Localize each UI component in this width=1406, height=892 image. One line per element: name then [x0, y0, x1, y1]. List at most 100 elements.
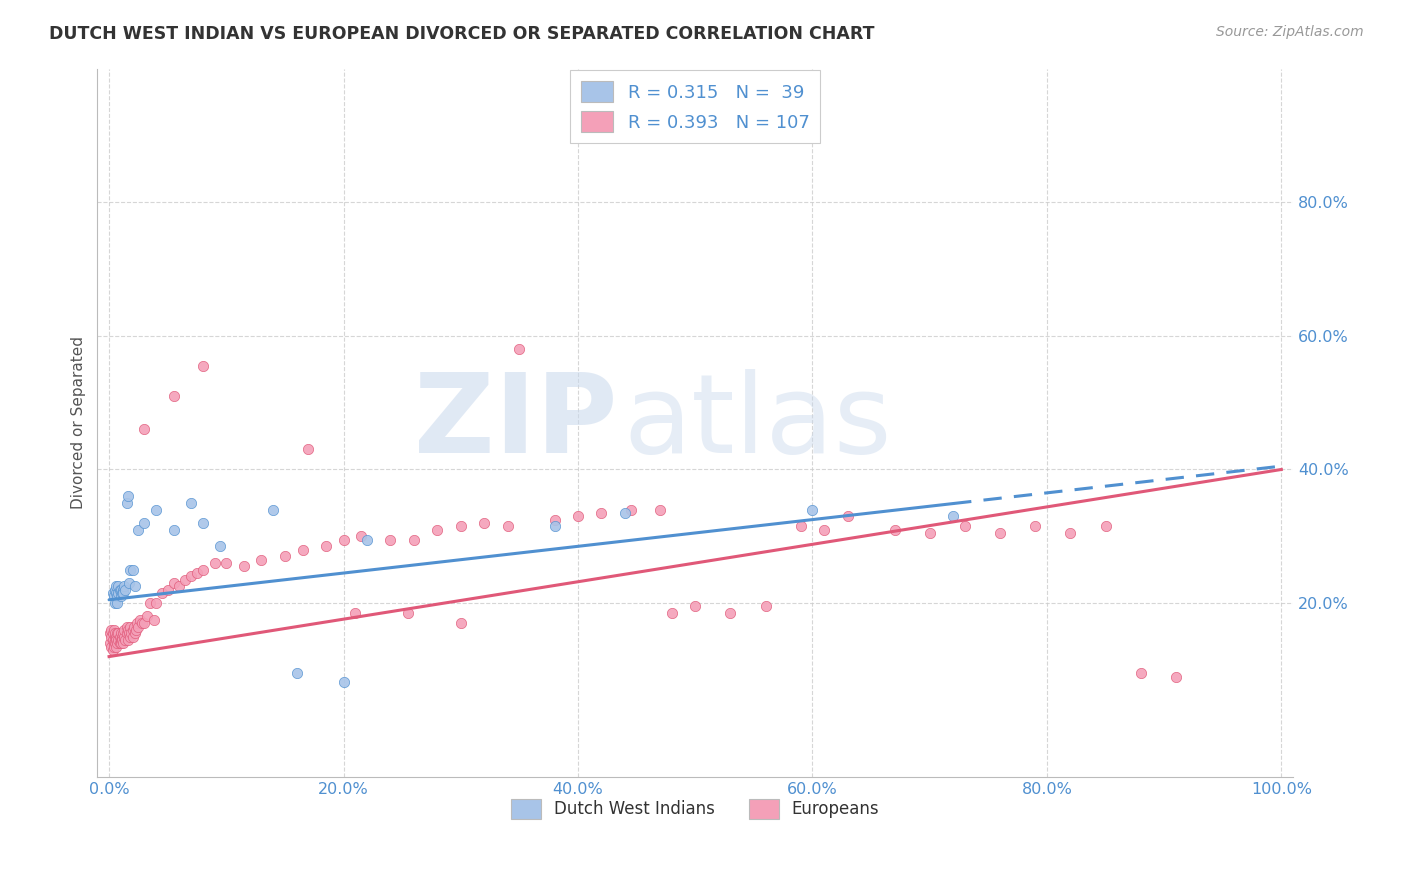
Point: [118, 576, 141, 591]
Point: [1129, 666, 1152, 681]
Point: [232, 559, 254, 574]
Point: [111, 632, 134, 647]
Point: [110, 626, 132, 640]
Point: [450, 519, 472, 533]
Point: [180, 496, 202, 510]
Point: [101, 632, 124, 647]
Point: [813, 523, 835, 537]
Point: [104, 636, 127, 650]
Point: [134, 422, 156, 436]
Point: [103, 623, 125, 637]
Point: [128, 613, 150, 627]
Point: [117, 632, 139, 647]
Point: [204, 556, 226, 570]
Point: [332, 533, 354, 547]
Point: [124, 626, 146, 640]
Point: [543, 519, 565, 533]
Point: [508, 342, 530, 356]
Point: [104, 630, 127, 644]
Point: [105, 632, 128, 647]
Point: [105, 626, 128, 640]
Point: [145, 596, 167, 610]
Point: [112, 636, 135, 650]
Point: [591, 506, 613, 520]
Point: [111, 630, 134, 644]
Point: [426, 523, 449, 537]
Point: [174, 573, 197, 587]
Point: [332, 675, 354, 690]
Y-axis label: Divorced or Separated: Divorced or Separated: [72, 336, 86, 509]
Point: [120, 619, 142, 633]
Point: [156, 582, 179, 597]
Point: [105, 596, 128, 610]
Point: [105, 640, 128, 654]
Point: [114, 582, 136, 597]
Point: [162, 523, 184, 537]
Point: [103, 636, 125, 650]
Point: [121, 563, 143, 577]
Point: [108, 630, 131, 644]
Point: [169, 579, 191, 593]
Point: [1059, 525, 1081, 540]
Point: [127, 619, 149, 633]
Point: [112, 623, 135, 637]
Point: [262, 502, 284, 516]
Text: Source: ZipAtlas.com: Source: ZipAtlas.com: [1216, 25, 1364, 39]
Point: [134, 516, 156, 530]
Point: [107, 632, 129, 647]
Point: [127, 523, 149, 537]
Point: [121, 623, 143, 637]
Point: [274, 549, 297, 564]
Point: [162, 576, 184, 591]
Point: [117, 489, 139, 503]
Point: [112, 626, 135, 640]
Point: [104, 582, 127, 597]
Point: [105, 590, 128, 604]
Point: [790, 519, 813, 533]
Point: [396, 606, 419, 620]
Point: [162, 389, 184, 403]
Point: [111, 586, 134, 600]
Point: [1164, 670, 1187, 684]
Point: [285, 666, 308, 681]
Point: [117, 623, 139, 637]
Point: [98, 636, 121, 650]
Point: [125, 623, 148, 637]
Point: [683, 599, 706, 614]
Point: [139, 596, 162, 610]
Point: [191, 359, 214, 373]
Point: [108, 636, 131, 650]
Point: [191, 563, 214, 577]
Point: [120, 563, 142, 577]
Point: [100, 630, 122, 644]
Point: [100, 640, 122, 654]
Text: DUTCH WEST INDIAN VS EUROPEAN DIVORCED OR SEPARATED CORRELATION CHART: DUTCH WEST INDIAN VS EUROPEAN DIVORCED O…: [49, 25, 875, 43]
Point: [115, 496, 138, 510]
Point: [180, 569, 202, 583]
Point: [250, 552, 273, 566]
Point: [380, 533, 402, 547]
Point: [450, 616, 472, 631]
Point: [112, 579, 135, 593]
Legend: Dutch West Indians, Europeans: Dutch West Indians, Europeans: [505, 793, 886, 825]
Point: [1024, 519, 1046, 533]
Point: [215, 556, 238, 570]
Point: [134, 616, 156, 631]
Point: [613, 506, 636, 520]
Point: [104, 626, 127, 640]
Point: [127, 616, 149, 631]
Point: [620, 502, 643, 516]
Point: [496, 519, 519, 533]
Point: [567, 509, 589, 524]
Point: [120, 630, 142, 644]
Point: [186, 566, 208, 580]
Point: [112, 582, 135, 597]
Point: [191, 516, 214, 530]
Point: [110, 632, 132, 647]
Point: [150, 586, 173, 600]
Point: [101, 626, 124, 640]
Point: [118, 626, 141, 640]
Point: [110, 582, 132, 597]
Point: [350, 529, 373, 543]
Point: [107, 626, 129, 640]
